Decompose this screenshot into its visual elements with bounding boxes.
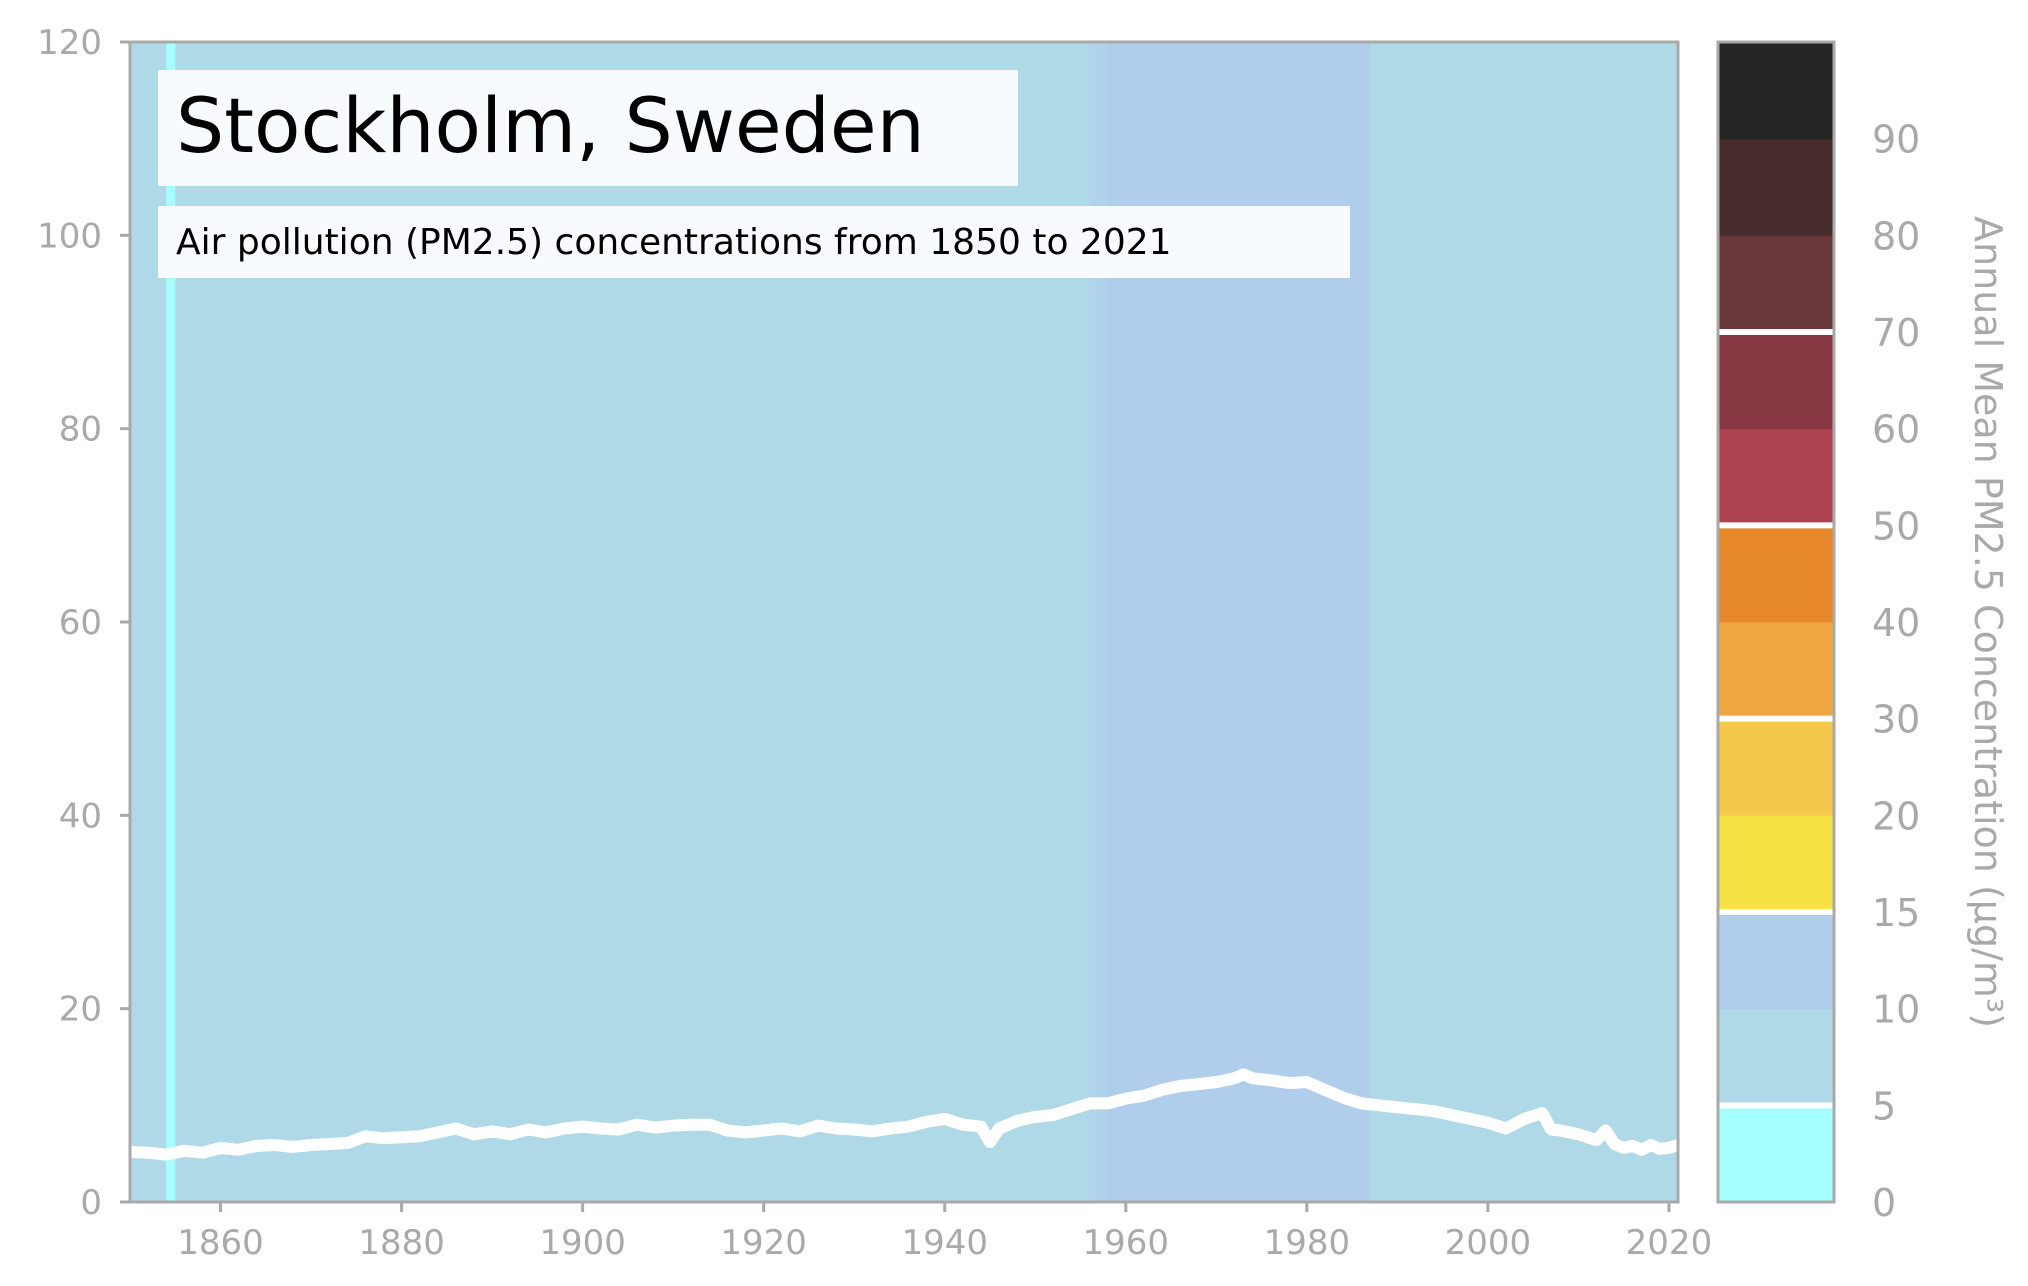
- colorbar-segment-0: [1718, 1105, 1834, 1203]
- chart-title: Stockholm, Sweden: [176, 81, 925, 170]
- colorbar-tick-label: 10: [1872, 988, 1920, 1032]
- x-tick-label: 1860: [177, 1223, 264, 1263]
- title-background: [158, 70, 1018, 186]
- colorbar-tick-label: 60: [1872, 408, 1920, 452]
- colorbar-tick-label: 20: [1872, 794, 1920, 838]
- colorbar-segment-4: [1718, 718, 1834, 816]
- background-band-5: [1370, 42, 1679, 1202]
- y-tick-label: 120: [37, 23, 102, 63]
- x-axis: 1860 1880 1900 1920 1940 1960 1980 2000 2020: [177, 1202, 1712, 1263]
- colorbar-segment-10: [1718, 138, 1834, 236]
- x-tick-label: 1940: [901, 1223, 988, 1263]
- subtitle-box: Air pollution (PM2.5) concentrations fro…: [158, 206, 1350, 278]
- colorbar-segment-11: [1718, 42, 1834, 140]
- background-band-3: [1089, 42, 1109, 1202]
- colorbar-tick-label: 40: [1872, 601, 1920, 645]
- y-tick-label: 0: [80, 1183, 102, 1223]
- title-box: Stockholm, Sweden: [158, 70, 1018, 186]
- y-tick-label: 100: [37, 216, 102, 256]
- colorbar-segment-9: [1718, 235, 1834, 333]
- x-tick-label: 1960: [1083, 1223, 1170, 1263]
- colorbar-segment-2: [1718, 912, 1834, 1010]
- subtitle-background: [158, 206, 1350, 278]
- series-line-0: [124, 1068, 1684, 1161]
- colorbar-tick-label: 0: [1872, 1181, 1896, 1225]
- colorbar-tick-label: 5: [1872, 1084, 1896, 1128]
- y-tick-label: 60: [59, 603, 102, 643]
- colorbar-tick-label: 50: [1872, 504, 1920, 548]
- colorbar-tick-label: 30: [1872, 698, 1920, 742]
- colorbar-title: Annual Mean PM2.5 Concentration (µg/m³): [1966, 216, 2010, 1028]
- x-tick-label: 2000: [1445, 1223, 1532, 1263]
- y-tick-label: 40: [59, 796, 102, 836]
- colorbar-segment-8: [1718, 332, 1834, 430]
- colorbar-segment-7: [1718, 428, 1834, 526]
- x-tick-label: 1980: [1264, 1223, 1351, 1263]
- colorbar-segment-6: [1718, 525, 1834, 623]
- background-band-1: [166, 42, 176, 1202]
- colorbar-tick-label: 70: [1872, 311, 1920, 355]
- colorbar-tick-label: 15: [1872, 891, 1920, 935]
- colorbar-tick-label: 80: [1872, 214, 1920, 258]
- y-tick-label: 20: [59, 990, 102, 1030]
- colorbar-tick-label: 90: [1872, 118, 1920, 162]
- x-tick-label: 2020: [1626, 1223, 1713, 1263]
- chart-subtitle: Air pollution (PM2.5) concentrations fro…: [176, 222, 1172, 263]
- colorbar-segment-1: [1718, 1008, 1834, 1106]
- y-axis: 0 20 40 60 80 100 120: [37, 23, 130, 1223]
- colorbar-frame: [1716, 40, 1836, 1204]
- colorbar: [1718, 42, 1834, 1203]
- colorbar-segment-5: [1718, 622, 1834, 720]
- series-line-layer: [124, 1068, 1684, 1161]
- y-tick-label: 80: [59, 410, 102, 450]
- colorbar-ticks: 0 5 10 15 20 30 40 50 60 70 80 90: [1872, 118, 1920, 1225]
- x-tick-label: 1880: [358, 1223, 445, 1263]
- colorbar-segment-3: [1718, 815, 1834, 913]
- x-tick-label: 1920: [720, 1223, 807, 1263]
- x-tick-label: 1900: [539, 1223, 626, 1263]
